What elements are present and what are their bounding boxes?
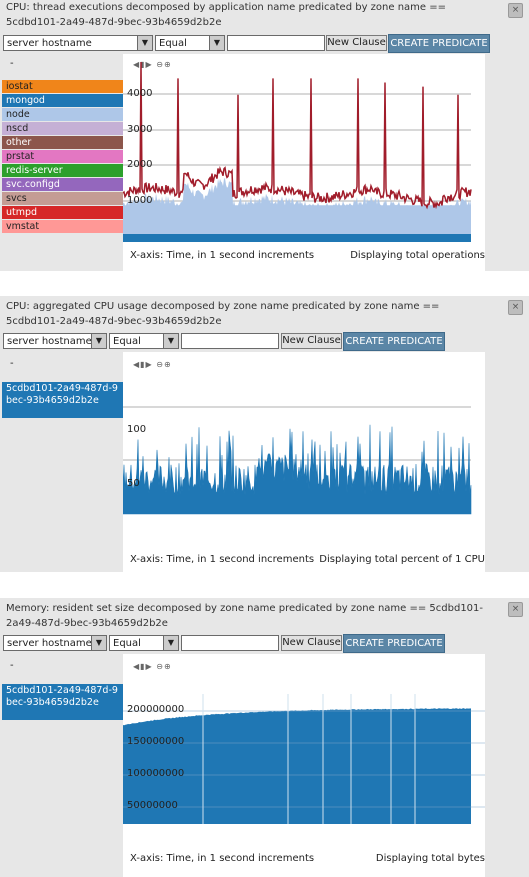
- legend-item-svcs[interactable]: svcs: [2, 192, 123, 205]
- panel-header: Memory: resident set size decomposed by …: [0, 598, 529, 634]
- chart-footer: X-axis: Time, in 1 second increments Dis…: [123, 244, 485, 268]
- legend-item-svc-configd[interactable]: svc.configd: [2, 178, 123, 191]
- panel-header: CPU: thread executions decomposed by app…: [0, 0, 529, 34]
- y-tick-label: 200000000: [127, 704, 185, 715]
- chart-svg: [123, 61, 472, 242]
- zoom-controls[interactable]: ◀▮▶ ⊖⊕: [133, 60, 172, 69]
- panel-title: Memory: resident set size decomposed by …: [6, 603, 484, 629]
- legend-item[interactable]: 5cdbd101-2a49-487d-9bec-93b4659d2b2e: [2, 382, 123, 418]
- y-tick-label: 100: [127, 424, 147, 435]
- chart-area: ◀▮▶ ⊖⊕ 100 50: [123, 352, 485, 548]
- close-icon[interactable]: ×: [508, 3, 523, 18]
- chevron-down-icon: ▼: [137, 36, 152, 50]
- x-axis-label: X-axis: Time, in 1 second increments: [130, 250, 315, 261]
- collapse-toggle[interactable]: -: [10, 358, 14, 369]
- display-mode: Displaying total bytes: [375, 853, 485, 864]
- panel-title: CPU: aggregated CPU usage decomposed by …: [6, 301, 440, 327]
- panel-header: CPU: aggregated CPU usage decomposed by …: [0, 296, 529, 332]
- legend-item-other[interactable]: other: [2, 136, 123, 149]
- legend-column: - 5cdbd101-2a49-487d-9bec-93b4659d2b2e: [0, 654, 123, 877]
- field-select[interactable]: server hostname ▼: [3, 333, 107, 349]
- operator-select[interactable]: Equal ▼: [109, 333, 179, 349]
- chart-svg: [123, 694, 485, 824]
- new-clause-button[interactable]: New Clause: [281, 333, 342, 349]
- legend-column: - 5cdbd101-2a49-487d-9bec-93b4659d2b2e: [0, 352, 123, 572]
- chevron-down-icon: ▼: [91, 636, 106, 650]
- create-predicate-button[interactable]: CREATE PREDICATE: [343, 332, 445, 351]
- chevron-down-icon: ▼: [91, 334, 106, 348]
- collapse-toggle[interactable]: -: [10, 660, 14, 671]
- legend-item-vmstat[interactable]: vmstat: [2, 220, 123, 233]
- y-tick-label: 50: [127, 478, 140, 489]
- legend-column: - iostat mongod node nscd other prstat redis-s…: [0, 54, 123, 271]
- predicate-value-input[interactable]: [181, 333, 279, 349]
- display-mode: Displaying total percent of 1 CPU: [319, 554, 485, 565]
- create-predicate-button[interactable]: CREATE PREDICATE: [343, 634, 445, 653]
- mongod-band: [123, 234, 471, 242]
- legend-item-mongod[interactable]: mongod: [2, 94, 123, 107]
- y-tick-label: 100000000: [127, 768, 185, 779]
- panel-title: CPU: thread executions decomposed by app…: [6, 2, 447, 28]
- legend-item-utmpd[interactable]: utmpd: [2, 206, 123, 219]
- y-tick-label: 50000000: [127, 800, 178, 811]
- new-clause-button[interactable]: New Clause: [326, 35, 387, 51]
- y-tick-label: 2000: [127, 159, 153, 170]
- chart-svg: [123, 406, 472, 515]
- panel-cpu-usage: CPU: aggregated CPU usage decomposed by …: [0, 296, 529, 576]
- panel-memory-rss: Memory: resident set size decomposed by …: [0, 598, 529, 877]
- legend-item-redis-server[interactable]: redis-server: [2, 164, 123, 177]
- x-axis-label: X-axis: Time, in 1 second increments: [130, 853, 315, 864]
- chevron-down-icon: ▼: [209, 36, 224, 50]
- close-icon[interactable]: ×: [508, 300, 523, 315]
- chart-area: ◀▮▶ ⊖⊕ 200000000 150000000 100000000 500…: [123, 654, 485, 847]
- zoom-controls[interactable]: ◀▮▶ ⊖⊕: [133, 360, 172, 369]
- predicate-value-input[interactable]: [181, 635, 279, 651]
- predicate-value-input[interactable]: [227, 35, 325, 51]
- y-tick-label: 150000000: [127, 736, 185, 747]
- operator-select[interactable]: Equal ▼: [109, 635, 179, 651]
- y-tick-label: 1000: [127, 195, 153, 206]
- predicate-controls: server hostname ▼ Equal ▼ New Clause CREAT…: [0, 34, 529, 54]
- zoom-controls[interactable]: ◀▮▶ ⊖⊕: [133, 662, 172, 671]
- predicate-controls: server hostname ▼ Equal ▼ New Clause CREAT…: [0, 332, 529, 352]
- chevron-down-icon: ▼: [163, 636, 178, 650]
- predicate-controls: server hostname ▼ Equal ▼ New Clause CREAT…: [0, 634, 529, 654]
- operator-select[interactable]: Equal ▼: [155, 35, 225, 51]
- y-tick-label: 3000: [127, 124, 153, 135]
- create-predicate-button[interactable]: CREATE PREDICATE: [388, 34, 490, 53]
- new-clause-button[interactable]: New Clause: [281, 635, 342, 651]
- close-icon[interactable]: ×: [508, 602, 523, 617]
- chart-area: ◀▮▶ ⊖⊕ 4000 3000 2000 1000: [123, 54, 485, 244]
- y-tick-label: 4000: [127, 88, 153, 99]
- legend-item[interactable]: 5cdbd101-2a49-487d-9bec-93b4659d2b2e: [2, 684, 123, 720]
- display-mode: Displaying total operations: [350, 250, 485, 261]
- chart-footer: X-axis: Time, in 1 second increments Dis…: [123, 847, 485, 871]
- legend-item-nscd[interactable]: nscd: [2, 122, 123, 135]
- field-select[interactable]: server hostname ▼: [3, 635, 107, 651]
- panel-thread-executions: CPU: thread executions decomposed by app…: [0, 0, 529, 275]
- legend-item-prstat[interactable]: prstat: [2, 150, 123, 163]
- chart-footer: X-axis: Time, in 1 second increments Dis…: [123, 548, 485, 572]
- x-axis-label: X-axis: Time, in 1 second increments: [130, 554, 315, 565]
- collapse-toggle[interactable]: -: [10, 58, 14, 69]
- chevron-down-icon: ▼: [163, 334, 178, 348]
- legend-item-iostat[interactable]: iostat: [2, 80, 123, 93]
- legend-item-node[interactable]: node: [2, 108, 123, 121]
- field-select[interactable]: server hostname ▼: [3, 35, 153, 51]
